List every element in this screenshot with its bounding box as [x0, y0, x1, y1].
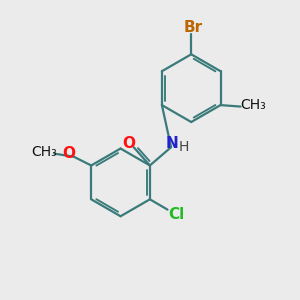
- Text: CH₃: CH₃: [240, 98, 266, 112]
- Text: H: H: [178, 140, 189, 154]
- Text: Cl: Cl: [168, 206, 184, 221]
- Text: Br: Br: [183, 20, 202, 35]
- Text: O: O: [62, 146, 75, 160]
- Text: N: N: [166, 136, 178, 151]
- Text: CH₃: CH₃: [31, 145, 57, 159]
- Text: O: O: [122, 136, 135, 151]
